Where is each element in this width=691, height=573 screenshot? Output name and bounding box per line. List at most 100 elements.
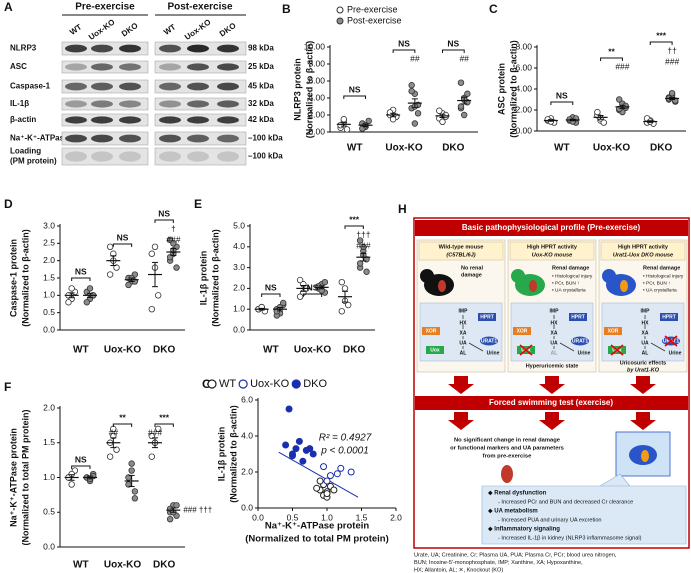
- blot-band: [119, 116, 141, 124]
- error-bar: [300, 284, 307, 292]
- x-tick-label: WT: [347, 143, 363, 154]
- bracket: [343, 95, 367, 99]
- bracket: [261, 293, 281, 297]
- data-point: [131, 495, 139, 502]
- blot-band: [91, 100, 113, 108]
- significance: ###: [356, 240, 370, 250]
- error-bar: [360, 252, 367, 262]
- size-label: –100 kDa: [248, 152, 283, 161]
- significance: †††: [356, 229, 370, 239]
- effect-detail: - Increased PUA and urinary UA excretion: [498, 517, 602, 523]
- x-axis-label: (Normalized to total PM protein): [245, 534, 389, 545]
- data-point: [173, 502, 180, 509]
- significance: ###: [665, 56, 679, 66]
- knockout-cross: [664, 335, 678, 347]
- effect-heading: ◆ Inflammatory signaling: [488, 527, 560, 533]
- error-bar: [318, 285, 325, 290]
- error-bar: [669, 96, 676, 100]
- data-point: [411, 120, 419, 127]
- down-arrow: [539, 376, 565, 394]
- data-point: [457, 79, 465, 86]
- transporter: [480, 336, 498, 346]
- group-header: Post-exercise: [167, 2, 232, 13]
- down-arrow: [448, 412, 474, 430]
- x-tick-label: Uox-KO: [593, 143, 630, 154]
- enzyme-box: [478, 313, 496, 321]
- pathway-label: IMP: [641, 308, 651, 314]
- stat-annotation: R² = 0.4927: [319, 433, 372, 444]
- pathway-label: Urine: [669, 350, 682, 356]
- blot-band: [217, 116, 239, 124]
- significance: ###: [615, 61, 629, 71]
- data-point: [436, 107, 443, 114]
- kidney: [620, 280, 628, 292]
- blot-band: [119, 82, 141, 91]
- blot-band: [91, 134, 113, 143]
- significance: NS: [75, 266, 87, 276]
- significance: ##: [410, 53, 420, 63]
- bracket: [154, 219, 174, 223]
- blot-band: [187, 82, 209, 91]
- x-tick-label: 2.0: [390, 512, 402, 522]
- note: No renal: [461, 265, 483, 271]
- enzyme-box: [513, 327, 531, 335]
- pathway-label: AL: [642, 350, 649, 356]
- pathway-arrows: [553, 315, 575, 352]
- lane-label: DKO: [120, 21, 140, 39]
- blot-band: [65, 116, 87, 124]
- significance: †: [171, 223, 176, 233]
- blot-band: [91, 63, 113, 71]
- bracket: [112, 243, 133, 247]
- pathway-label: XOR: [608, 328, 619, 334]
- pathway-label: AL: [460, 350, 467, 356]
- data-point: [285, 405, 293, 413]
- panel-letter: F: [4, 380, 11, 394]
- error-bar: [647, 120, 654, 123]
- error-bar: [170, 507, 177, 513]
- data-point: [148, 453, 155, 460]
- pathway-label: XOR: [517, 328, 528, 334]
- blot-band: [187, 134, 209, 143]
- size-label: 45 kDa: [248, 82, 274, 91]
- pathway-label: HPRT: [571, 314, 585, 320]
- y-tick-label: 0.0: [43, 324, 55, 334]
- y-tick-label: 1.0: [43, 290, 55, 300]
- panel-letter: A: [4, 0, 13, 14]
- data-point: [389, 116, 397, 123]
- header-bar: [415, 220, 688, 236]
- data-point: [299, 457, 307, 465]
- y-axis-label: NLRP3 protein: [292, 58, 302, 121]
- size-label: 25 kDa: [248, 62, 274, 71]
- legend-label: Uox-KO: [250, 378, 290, 390]
- lane-label: DKO: [218, 21, 238, 39]
- effect-heading: ◆ Renal dysfunction: [488, 491, 547, 497]
- blot-band: [119, 151, 141, 162]
- error-bar: [390, 112, 397, 118]
- data-point: [363, 268, 370, 275]
- blot-band: [91, 82, 113, 91]
- blot-band: [159, 151, 181, 162]
- effects-box: [481, 473, 687, 545]
- blot-band: [187, 116, 209, 124]
- column-title: High HPRT activity: [618, 244, 669, 250]
- data-point: [338, 278, 345, 286]
- legend-marker: [238, 379, 248, 389]
- blot-band: [65, 151, 87, 162]
- finding: • UA crystalluria: [643, 287, 677, 293]
- legend-marker: [336, 17, 344, 25]
- data-point: [125, 281, 132, 289]
- pathway-label: IMP: [459, 308, 469, 314]
- size-label: 98 kDa: [248, 44, 274, 53]
- swim-kidney: [641, 450, 649, 462]
- bracket: [392, 49, 416, 53]
- legend-label: Post-exercise: [347, 15, 402, 25]
- blot-band: [119, 44, 141, 53]
- blot-band: [65, 44, 87, 53]
- pathway-label: HPRT: [662, 314, 676, 320]
- down-arrow: [630, 412, 656, 430]
- y-axis-label: (Normalized to β-actin): [20, 229, 30, 327]
- y-tick-label: 3.0: [233, 262, 245, 272]
- blot-band: [217, 44, 239, 53]
- caption: by Urat1-KO: [627, 367, 660, 373]
